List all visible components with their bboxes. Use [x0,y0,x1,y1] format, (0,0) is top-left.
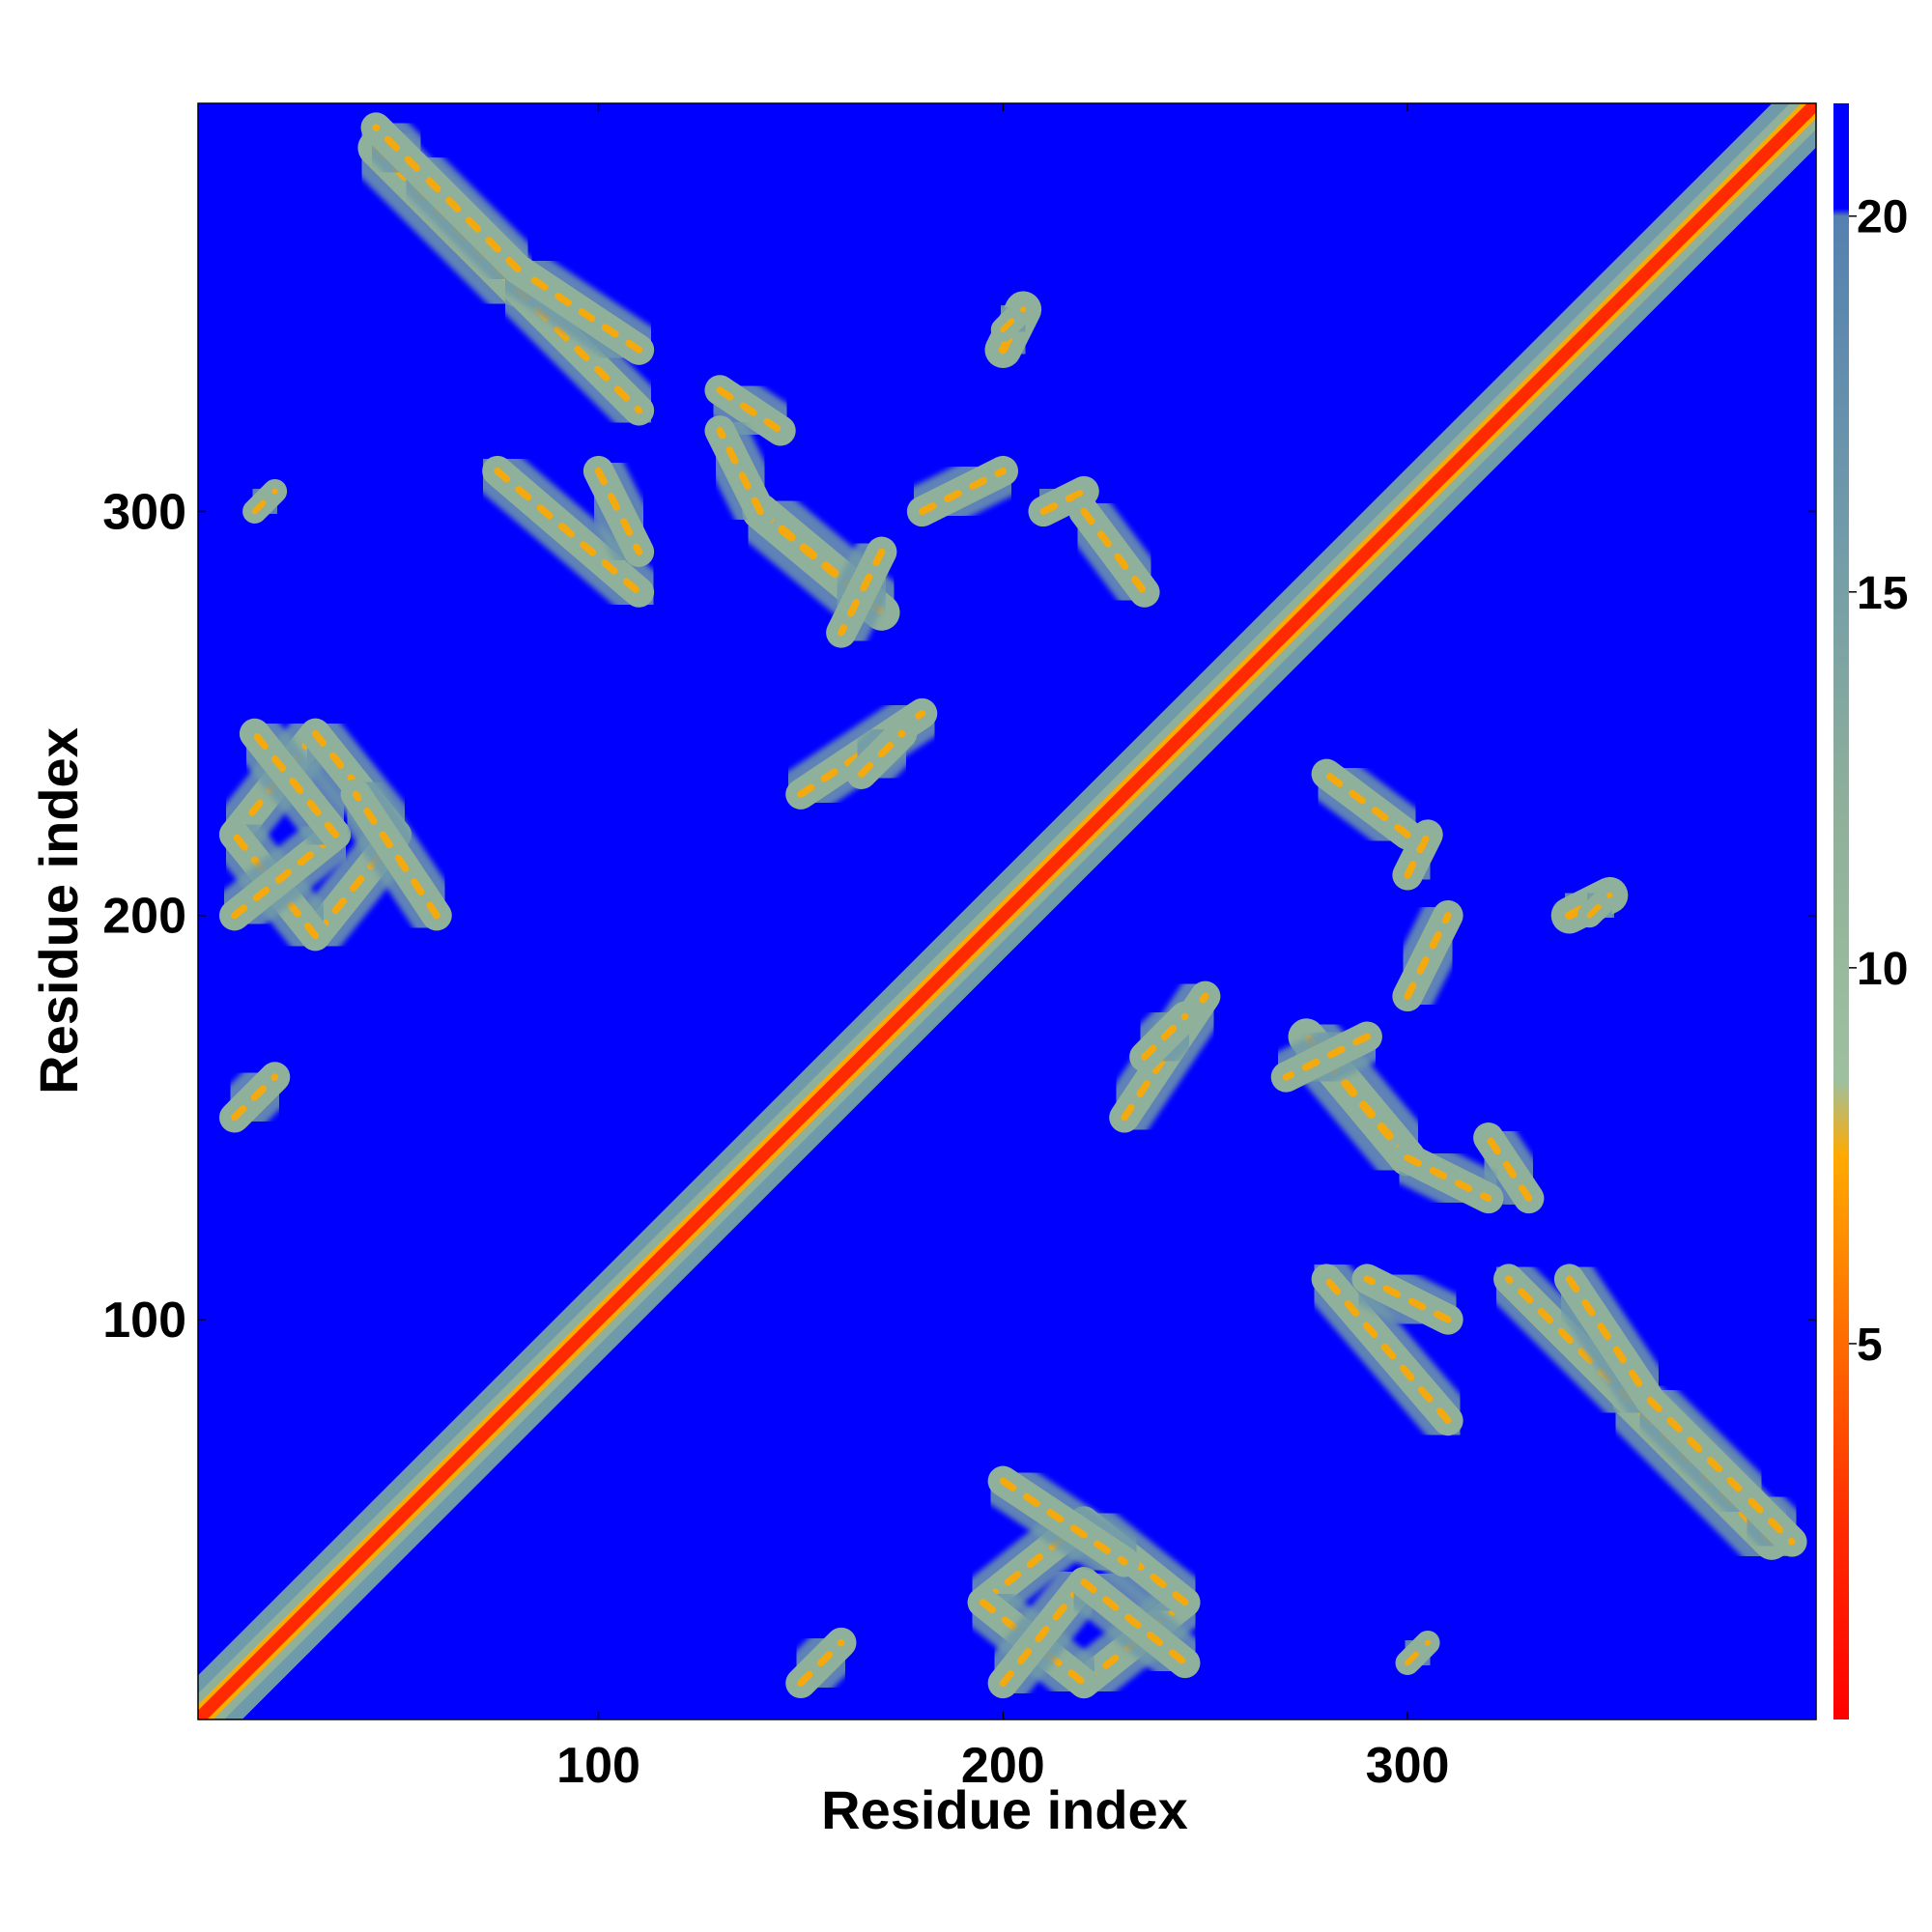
colorbar-scale [1833,103,1849,1719]
x-axis-title: Residue index [821,1779,1188,1840]
contact-band-core [1282,1033,1371,1081]
contact-band-core [311,831,400,940]
colorbar-tick-label: 20 [1857,192,1908,243]
contact-band-core [1404,912,1452,1000]
y-tick-label: 300 [102,484,186,540]
y-tick-label: 200 [102,889,186,945]
contact-band-core [716,386,784,435]
contact-band-core [1000,306,1027,333]
contact-band-core [1322,770,1411,838]
contact-band-core [1141,1012,1189,1061]
contact-band-core [1080,507,1149,596]
diagonal-core [198,103,1816,1719]
contact-band-core [1301,1032,1412,1163]
contact-band-core [352,790,440,920]
y-tick-label: 100 [102,1293,186,1349]
contact-band-core [918,467,1007,516]
plot-frame [197,102,1817,1720]
colorbar: 5 10 15 20 [1833,103,1908,1719]
contact-band-core [250,729,340,838]
x-tick-label: 100 [556,1738,640,1794]
y-axis-title: Residue index [28,727,89,1094]
contact-band-core [251,488,278,515]
contact-band-core [1747,1497,1796,1546]
x-axis: 100 200 300 [556,103,1449,1794]
contact-band-core [372,124,420,172]
contact-band-core [838,548,886,637]
contact-band-core [1363,1275,1452,1323]
contact-band-core [999,1477,1128,1566]
contact-band-core [494,467,643,596]
contact-band-core [999,1578,1088,1688]
contact-band-core [1404,1153,1492,1203]
x-tick-label: 200 [961,1738,1045,1794]
contact-band-core [231,831,340,920]
contact-band-core [231,1073,279,1122]
contact-band-core [858,729,906,778]
contact-band-core [1322,1275,1452,1425]
colorbar-tick-label: 15 [1857,568,1908,619]
colorbar-tick-label: 10 [1857,944,1908,995]
contact-band-core [1485,1134,1533,1203]
y-axis: 100 200 300 [102,484,1816,1349]
contact-band-core [1586,892,1613,919]
contact-band-core [797,1638,845,1688]
contact-band-core [1405,1639,1431,1666]
colorbar-tick-label: 5 [1857,1320,1883,1371]
contact-band-core [594,467,643,555]
contact-band-core [1080,1578,1189,1667]
x-tick-label: 300 [1366,1738,1450,1794]
contact-band-core [755,507,887,617]
heatmap-cells [198,103,1816,1719]
contact-band-core [979,1518,1088,1606]
contact-band-core [716,427,764,516]
